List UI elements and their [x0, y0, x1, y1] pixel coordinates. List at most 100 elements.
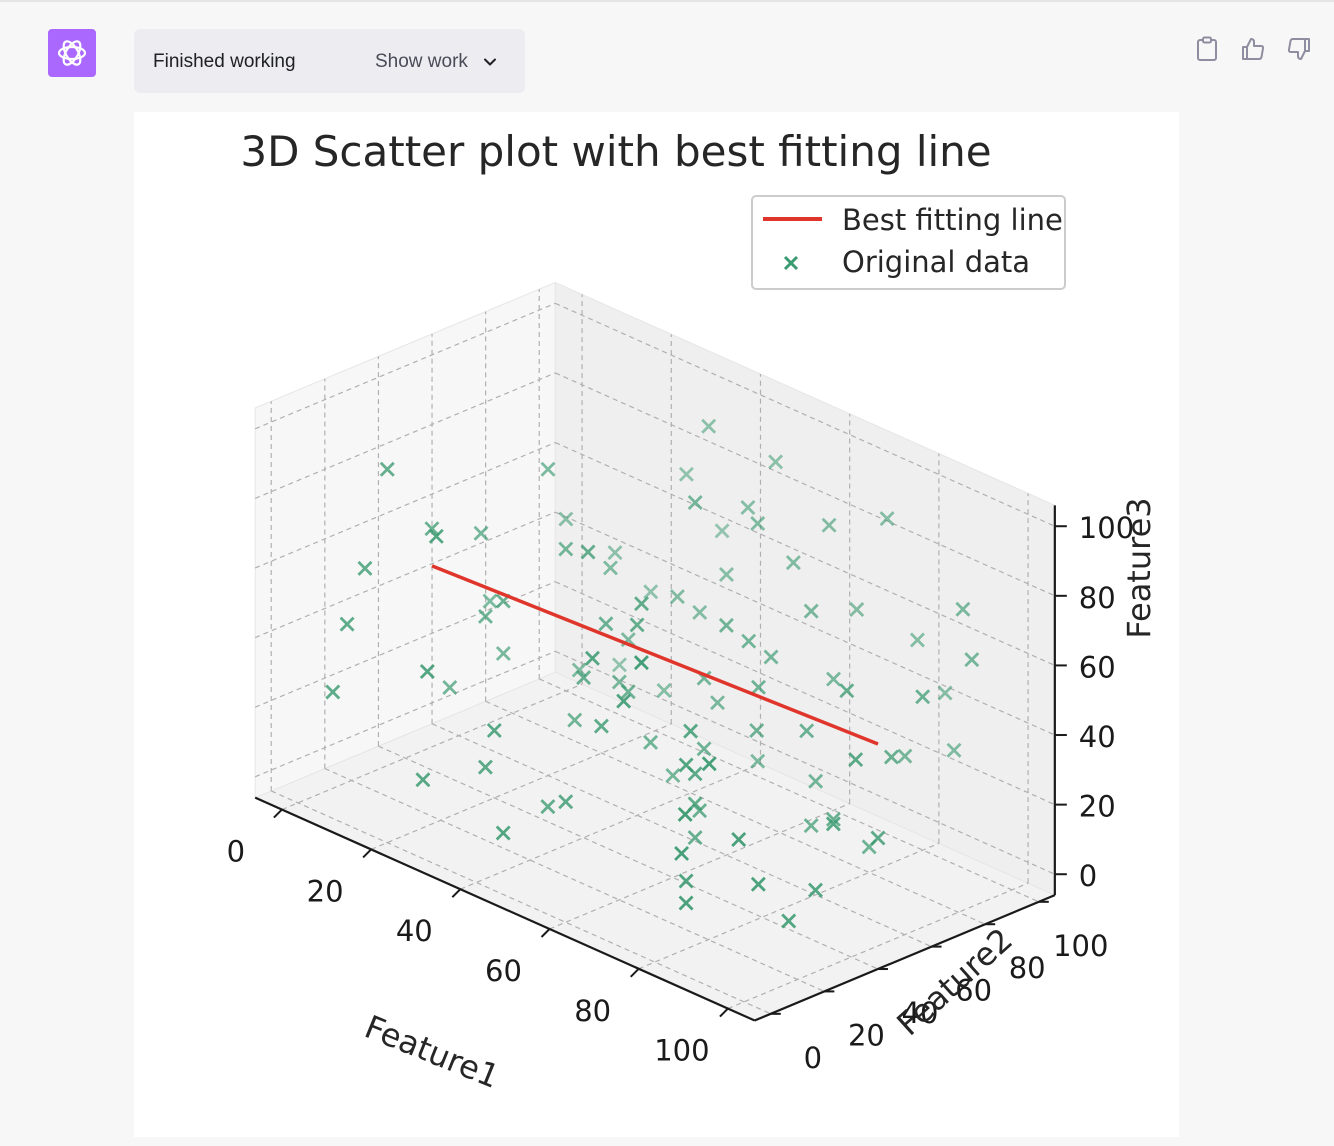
axis-tick — [362, 848, 372, 859]
data-point — [678, 895, 694, 911]
data-point — [643, 734, 659, 750]
axis-tick — [719, 1007, 729, 1018]
x-tick-label: 0 — [227, 835, 245, 869]
data-point — [540, 461, 556, 477]
data-point — [584, 650, 600, 666]
grid-line — [555, 441, 1056, 666]
y-axis-line — [754, 894, 1056, 1022]
show-work-label: Show work — [375, 51, 468, 72]
data-point — [687, 830, 703, 846]
data-point — [946, 742, 962, 758]
data-point — [825, 816, 841, 832]
data-point — [718, 617, 734, 633]
copy-button[interactable] — [1192, 34, 1222, 64]
data-point — [612, 657, 627, 673]
data-point — [678, 873, 694, 889]
axis-tick — [273, 808, 283, 819]
data-points — [325, 418, 980, 929]
y-tick-label: 0 — [804, 1041, 822, 1075]
status-text: Finished working — [153, 51, 296, 72]
data-point — [861, 839, 877, 855]
data-point — [714, 523, 730, 539]
data-point — [687, 494, 703, 510]
data-point — [781, 913, 797, 929]
data-point — [357, 560, 373, 576]
data-point — [701, 756, 717, 772]
z-tick-label: 0 — [1079, 859, 1097, 893]
data-point — [540, 799, 556, 815]
data-point — [719, 567, 734, 582]
data-point — [603, 560, 618, 576]
data-point — [696, 741, 712, 757]
x-axis-label: Feature1 — [360, 1008, 505, 1096]
data-point — [477, 759, 493, 775]
data-point — [808, 773, 824, 789]
data-point — [915, 689, 931, 705]
data-point — [607, 545, 623, 561]
data-point — [473, 525, 489, 541]
grid-line — [270, 790, 772, 1015]
grid-line — [538, 678, 1040, 903]
y-tick-label: 100 — [1053, 929, 1108, 963]
chart-panes — [253, 281, 1057, 1022]
legend-scatter-label: Original data — [842, 245, 1030, 279]
data-point — [428, 528, 444, 544]
grid-line — [555, 511, 1056, 736]
data-point — [674, 845, 690, 861]
like-button[interactable] — [1238, 34, 1268, 64]
data-point — [669, 589, 685, 605]
chart-grid — [254, 289, 1056, 1015]
show-work-toggle[interactable]: Show work — [375, 51, 498, 73]
x-tick-label: 40 — [396, 914, 433, 948]
data-point — [848, 752, 864, 768]
data-point — [616, 693, 632, 709]
data-point — [678, 466, 694, 482]
data-point — [677, 806, 693, 822]
data-point — [897, 748, 913, 764]
grid-line — [555, 302, 1056, 527]
assistant-avatar — [48, 29, 96, 77]
data-point — [629, 617, 645, 633]
data-point — [687, 796, 703, 812]
data-point — [478, 608, 493, 624]
data-point — [955, 601, 971, 617]
x-tick-label: 80 — [574, 994, 611, 1028]
data-point — [482, 593, 498, 609]
data-point — [567, 712, 583, 728]
data-point — [656, 682, 672, 698]
z-tick-label: 100 — [1079, 511, 1134, 545]
clipboard-icon — [1197, 36, 1217, 61]
grid-line — [254, 302, 556, 430]
data-point — [558, 511, 574, 527]
data-point — [750, 515, 766, 531]
grid-line — [254, 511, 556, 639]
thumbs-up-icon — [1242, 38, 1265, 60]
grid-line — [324, 767, 825, 992]
data-point — [558, 794, 574, 810]
data-point — [803, 603, 819, 619]
dislike-button[interactable] — [1284, 34, 1314, 64]
data-point — [825, 811, 841, 827]
data-point — [643, 584, 659, 600]
grid-line — [549, 803, 850, 930]
data-point — [964, 652, 980, 668]
x-tick-label: 100 — [654, 1034, 709, 1068]
z-tick-label: 80 — [1079, 581, 1116, 615]
grid-line — [254, 372, 556, 499]
data-point — [740, 500, 756, 515]
x-tick-label: 60 — [485, 954, 522, 988]
data-point — [731, 832, 747, 847]
grid-line — [638, 842, 940, 970]
data-point — [683, 723, 699, 739]
data-point — [571, 662, 587, 678]
data-point — [580, 544, 596, 560]
data-point — [576, 670, 592, 686]
z-tick-label: 60 — [1079, 650, 1116, 684]
data-point — [741, 633, 757, 649]
data-point — [442, 680, 458, 695]
x-axis-line — [254, 796, 756, 1022]
data-point — [611, 674, 627, 690]
data-point — [495, 825, 511, 841]
